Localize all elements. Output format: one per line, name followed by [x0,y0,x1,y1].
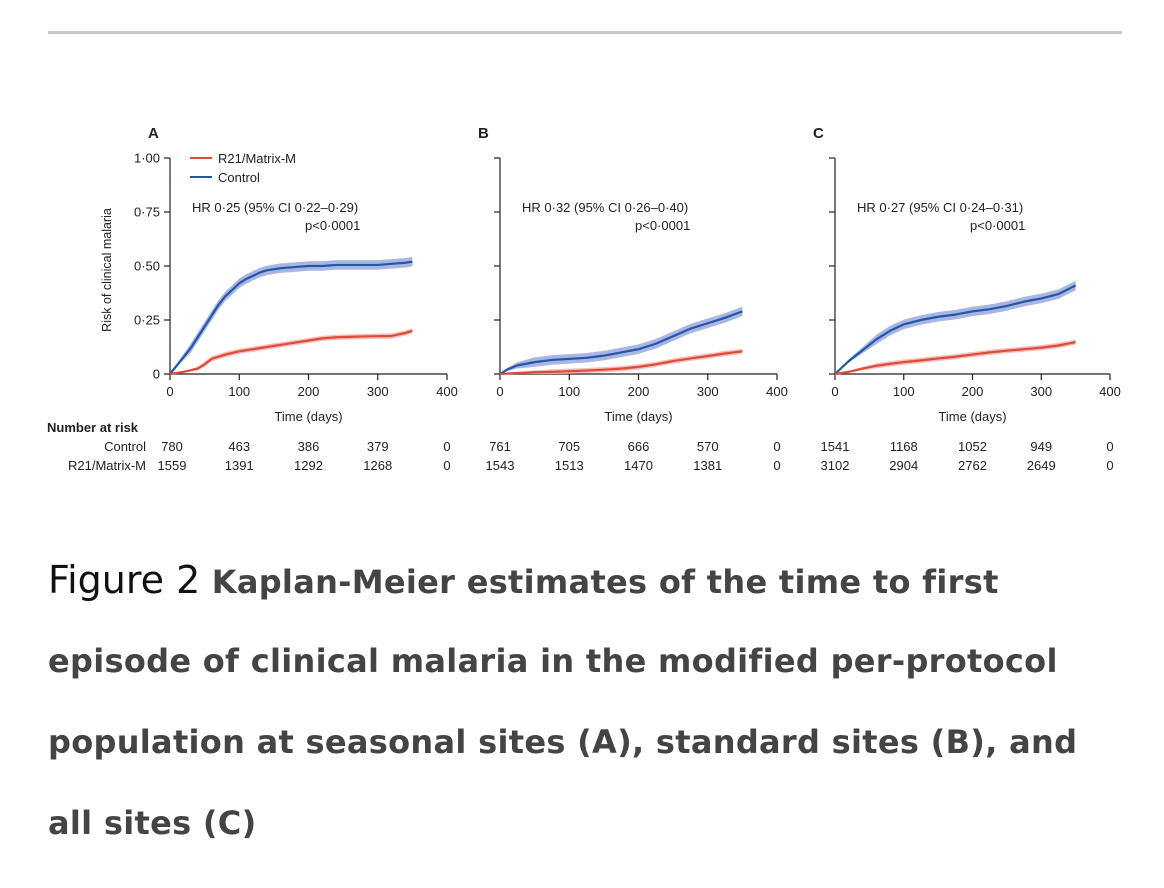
x-tick-label-c-1: 100 [893,384,915,399]
risk-value-a-r21-1: 1391 [225,458,254,473]
ci-band-control-c [835,280,1076,374]
risk-value-a-control-4: 0 [443,439,450,454]
x-tick-label-b-2: 200 [628,384,650,399]
risk-value-c-control-3: 949 [1030,439,1052,454]
panel-label-a: A [148,125,159,142]
series-line-control-b [499,310,743,375]
x-tick-label-b-3: 300 [697,384,719,399]
legend-label-control: Control [218,170,260,185]
risk-value-b-r21-3: 1381 [693,458,722,473]
x-tick-label-a-4: 400 [436,384,458,399]
risk-row-label-r21: R21/Matrix-M [68,458,146,473]
top-rule [48,31,1122,34]
caption-line-4: all sites (C) [48,804,257,842]
x-tick-label-a-3: 300 [367,384,389,399]
panel-label-c: C [813,125,824,142]
y-tick-label-a-2: 0·50 [134,259,160,274]
risk-value-c-control-0: 1541 [821,439,850,454]
ci-band-control-b [500,306,743,374]
x-tick-label-c-2: 200 [962,384,984,399]
x-tick-label-b-4: 400 [766,384,788,399]
x-tick-label-a-2: 200 [298,384,320,399]
risk-value-c-control-4: 0 [1106,439,1113,454]
caption-line-3: population at seasonal sites (A), standa… [48,723,1078,761]
kaplan-meier-figure: A 0 0·25 0·50 0·75 1·00 0 100 200 300 400 Time (day… [47,125,1121,473]
figure-caption: Figure 2 Kaplan-Meier estimates of the t… [48,548,1128,872]
figure-label: Figure 2 [48,558,201,602]
risk-value-c-r21-3: 2649 [1027,458,1056,473]
x-tick-label-c-4: 400 [1099,384,1121,399]
ci-band-r21-a [170,328,413,374]
risk-value-b-r21-4: 0 [773,458,780,473]
hr-annotation-a: HR 0·25 (95% CI 0·22–0·29) [192,200,358,215]
risk-value-b-control-2: 666 [628,439,650,454]
series-line-r21-c [834,340,1076,376]
risk-value-b-control-1: 705 [558,439,580,454]
risk-value-c-r21-4: 0 [1106,458,1113,473]
risk-table-header: Number at risk [47,420,139,435]
caption-line-1: Figure 2 Kaplan-Meier estimates of the t… [48,548,1128,629]
risk-value-b-r21-1: 1513 [555,458,584,473]
x-axis-label-c: Time (days) [938,409,1006,424]
x-tick-label-b-1: 100 [558,384,580,399]
x-tick-label-b-0: 0 [496,384,503,399]
series-line-r21-a [169,329,413,376]
risk-value-a-control-2: 386 [298,439,320,454]
risk-row-label-control: Control [104,439,146,454]
hr-annotation-b: HR 0·32 (95% CI 0·26–0·40) [522,200,688,215]
legend-label-r21: R21/Matrix-M [218,151,296,166]
caption-text-1: Kaplan-Meier estimates of the time to fi… [211,563,999,601]
series-line-control-a [169,260,413,375]
series-line-control-c [834,284,1077,375]
p-value-annotation-b: p<0·0001 [635,218,690,233]
risk-value-b-r21-2: 1470 [624,458,653,473]
x-axis-label-b: Time (days) [604,409,672,424]
risk-value-c-r21-0: 3102 [821,458,850,473]
ci-band-control-a [170,256,413,374]
risk-value-b-r21-0: 1543 [486,458,515,473]
risk-value-c-r21-1: 2904 [889,458,918,473]
risk-value-b-control-3: 570 [697,439,719,454]
x-tick-label-a-1: 100 [228,384,250,399]
risk-value-b-control-4: 0 [773,439,780,454]
series-line-r21-b [499,350,743,376]
risk-value-a-r21-2: 1292 [294,458,323,473]
x-tick-label-a-0: 0 [166,384,173,399]
panel-label-b: B [478,125,489,142]
y-tick-label-a-3: 0·75 [134,205,160,220]
risk-value-a-control-0: 780 [161,439,183,454]
p-value-annotation-a: p<0·0001 [305,218,360,233]
p-value-annotation-c: p<0·0001 [970,218,1025,233]
x-tick-label-c-0: 0 [831,384,838,399]
x-axis-label-a: Time (days) [274,409,342,424]
hr-annotation-c: HR 0·27 (95% CI 0·24–0·31) [857,200,1023,215]
risk-value-a-r21-4: 0 [443,458,450,473]
x-tick-label-c-3: 300 [1030,384,1052,399]
y-tick-label-a-0: 0 [153,367,160,382]
caption-line-2: episode of clinical malaria in the modif… [48,642,1058,680]
risk-value-c-control-2: 1052 [958,439,987,454]
y-tick-label-a-4: 1·00 [134,151,160,166]
y-axis-label-a: Risk of clinical malaria [100,208,114,332]
risk-value-a-r21-0: 1559 [158,458,187,473]
risk-value-b-control-0: 761 [489,439,511,454]
risk-value-a-control-3: 379 [367,439,389,454]
risk-value-a-r21-3: 1268 [363,458,392,473]
risk-value-c-control-1: 1168 [890,439,918,454]
y-tick-label-a-1: 0·25 [134,313,160,328]
risk-value-c-r21-2: 2762 [958,458,987,473]
risk-value-a-control-1: 463 [228,439,250,454]
